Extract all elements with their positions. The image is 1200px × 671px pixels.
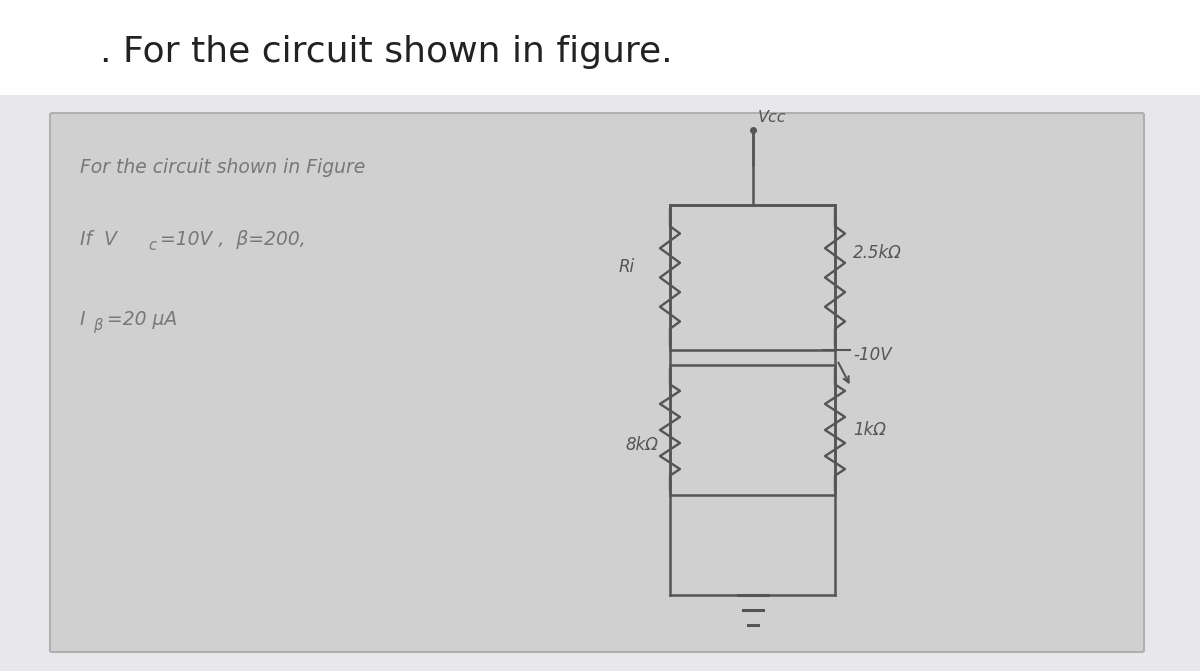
Bar <box>0 0 1200 95</box>
Text: I: I <box>80 310 85 329</box>
Text: =10V ,  β=200,: =10V , β=200, <box>160 230 306 249</box>
Text: . For the circuit shown in figure.: . For the circuit shown in figure. <box>100 35 673 69</box>
Text: 2.5kΩ: 2.5kΩ <box>853 244 902 262</box>
Text: =20 μA: =20 μA <box>107 310 178 329</box>
Bar <box>670 365 835 495</box>
Text: -10V: -10V <box>853 346 892 364</box>
Text: c: c <box>148 238 156 253</box>
Text: Ri: Ri <box>619 258 635 276</box>
Text: If  V: If V <box>80 230 118 249</box>
Bar <box>670 205 835 350</box>
Text: β: β <box>94 318 102 333</box>
Text: 8kΩ: 8kΩ <box>625 436 658 454</box>
Text: For the circuit shown in Figure: For the circuit shown in Figure <box>80 158 365 177</box>
Text: Vcc: Vcc <box>757 110 786 125</box>
Text: 1kΩ: 1kΩ <box>853 421 886 439</box>
FancyBboxPatch shape <box>50 113 1144 652</box>
